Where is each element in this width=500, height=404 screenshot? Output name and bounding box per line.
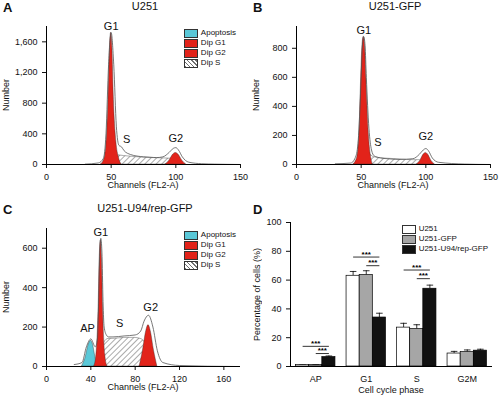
svg-text:1,200: 1,200 <box>15 67 38 77</box>
html-text:Apoptosis: Apoptosis <box>200 28 236 37</box>
html-text:A: A <box>3 0 13 15</box>
svg-text:0: 0 <box>44 172 49 182</box>
svg-text:G2: G2 <box>143 301 158 313</box>
html-text:U251-U94/rep-GFP: U251-U94/rep-GFP <box>418 244 488 253</box>
svg-text:600: 600 <box>22 243 37 253</box>
svg-text:S: S <box>123 133 130 145</box>
svg-text:80: 80 <box>130 373 141 384</box>
svg-text:120: 120 <box>172 373 187 384</box>
html-text:Dip S: Dip S <box>200 58 221 67</box>
svg-text:400: 400 <box>22 283 37 293</box>
svg-text:G2M: G2M <box>457 374 477 384</box>
svg-text:0: 0 <box>294 172 299 182</box>
svg-text:0: 0 <box>276 361 281 371</box>
html-text:U251-GFP: U251-GFP <box>418 234 457 243</box>
svg-text:60: 60 <box>271 275 281 285</box>
svg-text:40: 40 <box>271 304 281 314</box>
html-text:D: D <box>253 202 263 217</box>
html-text:Dip S: Dip S <box>200 260 221 269</box>
svg-text:200: 200 <box>22 322 37 332</box>
svg-text:0: 0 <box>32 159 37 169</box>
svg-text:0: 0 <box>44 374 49 384</box>
svg-text:800: 800 <box>22 98 37 108</box>
html-text:Channels (FL2-A): Channels (FL2-A) <box>107 382 179 392</box>
html-text:U251: U251 <box>418 224 438 233</box>
html-text:Number: Number <box>251 79 261 111</box>
svg-text:200: 200 <box>272 130 287 140</box>
svg-text:S: S <box>414 374 420 384</box>
html-text:Dip G1: Dip G1 <box>200 240 226 249</box>
svg-text:100: 100 <box>168 171 184 182</box>
svg-text:G1: G1 <box>356 24 371 36</box>
svg-text:G1: G1 <box>93 226 108 238</box>
svg-text:0: 0 <box>282 159 287 169</box>
svg-text:20: 20 <box>271 333 281 343</box>
svg-text:100: 100 <box>266 217 281 227</box>
svg-text:***: *** <box>318 346 328 355</box>
svg-text:AP: AP <box>310 374 322 384</box>
html-text:Cell cycle phase: Cell cycle phase <box>358 385 424 395</box>
svg-text:40: 40 <box>86 374 96 384</box>
svg-text:G1: G1 <box>104 20 119 32</box>
html-text:U251: U251 <box>131 0 159 12</box>
html-text:B: B <box>253 0 263 15</box>
html-text:Dip G1: Dip G1 <box>200 38 226 47</box>
svg-text:S: S <box>374 136 381 148</box>
svg-text:400: 400 <box>22 129 37 139</box>
html-text:U251-U94/rep-GFP: U251-U94/rep-GFP <box>97 202 193 214</box>
svg-text:400: 400 <box>272 101 287 111</box>
html-text:Number: Number <box>1 79 11 111</box>
svg-text:S: S <box>116 317 123 329</box>
html-text:Channels (FL2-A): Channels (FL2-A) <box>357 180 429 190</box>
html-text:C: C <box>3 202 13 217</box>
svg-text:150: 150 <box>233 172 248 182</box>
svg-text:***: *** <box>419 271 429 280</box>
html-text:U251-GFP: U251-GFP <box>368 0 422 12</box>
html-text:Dip G2: Dip G2 <box>200 48 226 57</box>
html-text:Number: Number <box>1 281 11 313</box>
svg-text:G2: G2 <box>418 130 433 142</box>
html-text:Apoptosis: Apoptosis <box>200 230 236 239</box>
html-text:Channels (FL2-A): Channels (FL2-A) <box>107 180 179 190</box>
svg-text:800: 800 <box>272 43 287 53</box>
svg-text:160: 160 <box>216 374 231 384</box>
svg-text:50: 50 <box>106 171 117 182</box>
svg-text:0: 0 <box>32 361 37 371</box>
svg-text:50: 50 <box>356 171 367 182</box>
svg-text:AP: AP <box>80 322 95 334</box>
svg-text:***: *** <box>368 258 378 267</box>
svg-text:600: 600 <box>272 72 287 82</box>
svg-text:G1: G1 <box>360 374 372 384</box>
html-text:Percentage of cells (%): Percentage of cells (%) <box>252 247 262 341</box>
svg-text:G2: G2 <box>168 132 183 144</box>
svg-text:150: 150 <box>483 172 498 182</box>
svg-text:80: 80 <box>271 246 281 256</box>
html-text:Dip G2: Dip G2 <box>200 250 226 259</box>
svg-text:1,600: 1,600 <box>15 37 38 47</box>
svg-text:100: 100 <box>418 171 434 182</box>
